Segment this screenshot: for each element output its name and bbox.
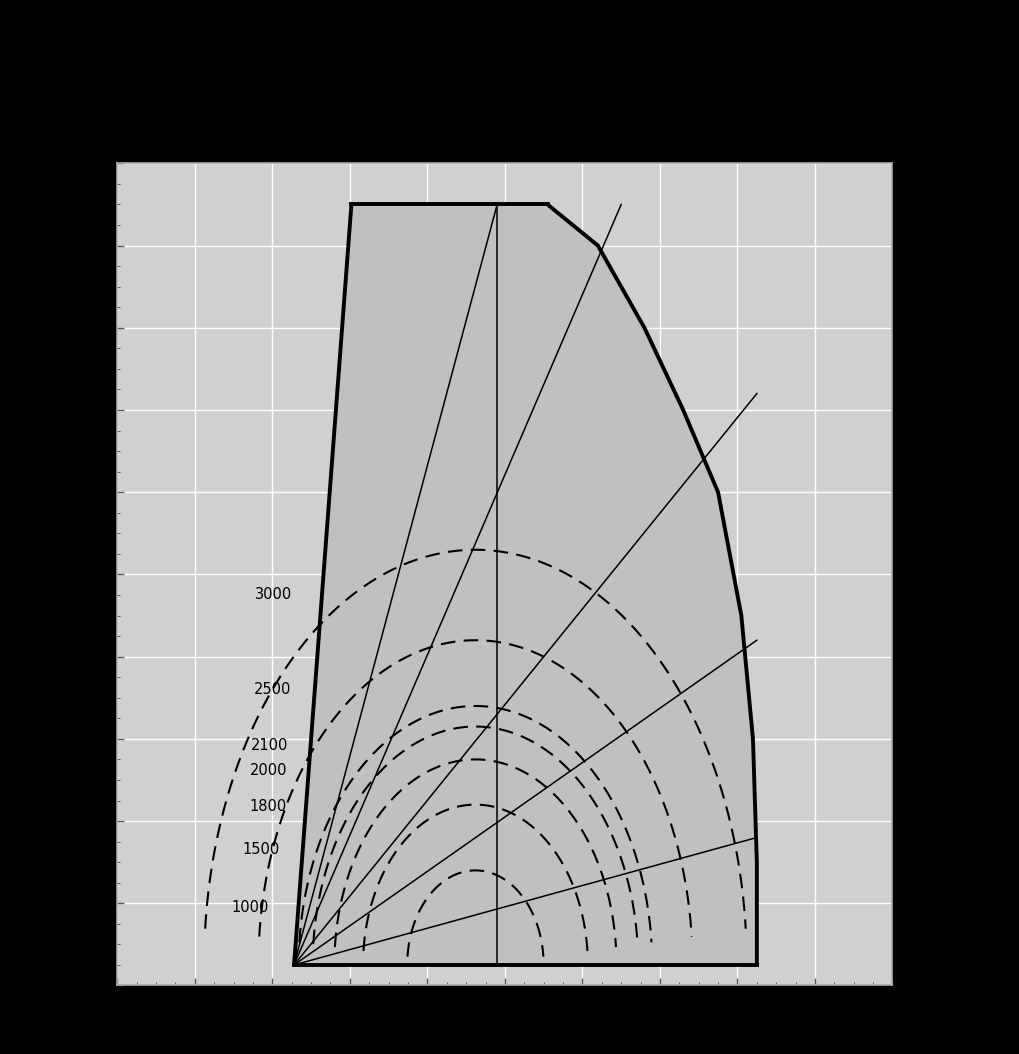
Text: 2000: 2000	[250, 763, 287, 778]
Polygon shape	[293, 204, 756, 965]
Text: 1000: 1000	[231, 900, 268, 915]
Text: 3000: 3000	[254, 587, 291, 603]
Text: 2100: 2100	[251, 738, 287, 753]
Polygon shape	[293, 204, 756, 965]
Text: 2500: 2500	[254, 682, 291, 697]
Text: 1800: 1800	[249, 799, 286, 814]
Text: 1500: 1500	[243, 842, 280, 857]
